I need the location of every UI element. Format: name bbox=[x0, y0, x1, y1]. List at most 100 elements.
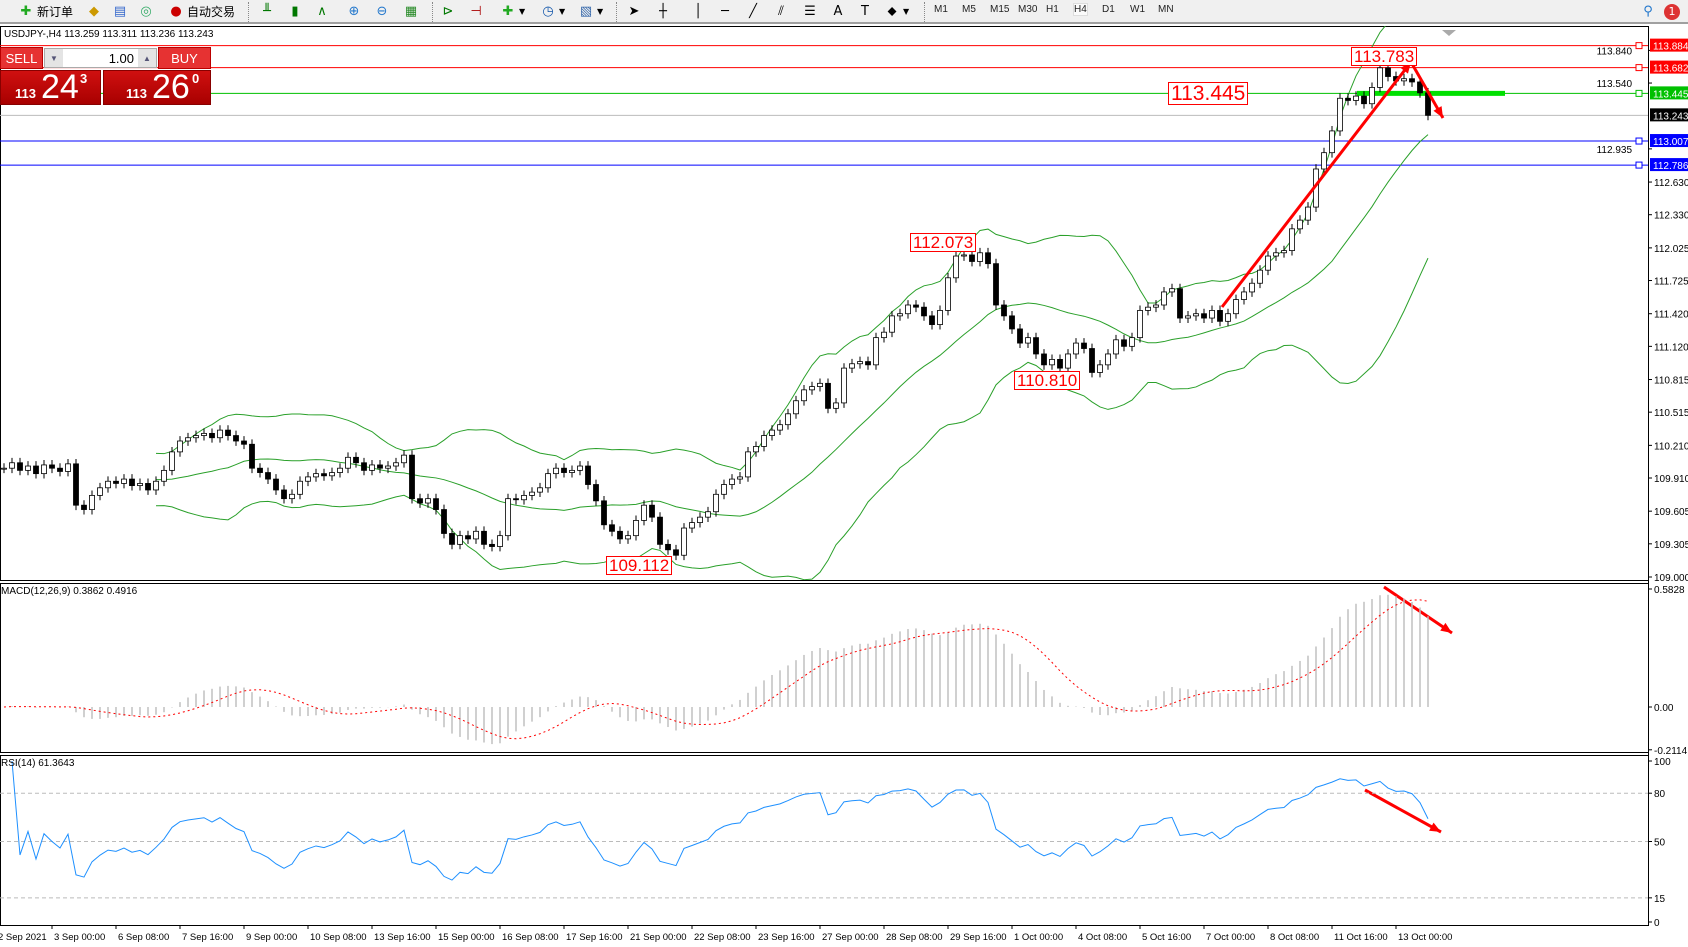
candle bbox=[329, 472, 335, 477]
y-tick-label: 112.935 bbox=[1597, 145, 1633, 156]
auto-trading-button[interactable]: ● 自动交易 bbox=[168, 2, 235, 21]
timeframe-h1[interactable]: H1 bbox=[1046, 4, 1059, 15]
chart-shift-marker bbox=[1442, 30, 1456, 36]
price-annotation[interactable]: 109.112 bbox=[606, 556, 673, 575]
x-tick-label: 3 Sep 00:00 bbox=[54, 932, 105, 943]
sell-button[interactable]: SELL bbox=[0, 47, 43, 69]
candle bbox=[1, 467, 7, 470]
price-annotation[interactable]: 113.783 bbox=[1351, 47, 1418, 66]
candle bbox=[1193, 313, 1199, 317]
crosshair-icon: ┼ bbox=[659, 3, 667, 19]
price-annotation[interactable]: 112.073 bbox=[910, 233, 977, 252]
candlestick-icon: ▮ bbox=[291, 3, 299, 19]
candle bbox=[1137, 310, 1143, 339]
candle bbox=[1233, 299, 1239, 315]
arrows-button[interactable]: ⬥ ▼ bbox=[884, 2, 909, 21]
candle bbox=[385, 465, 391, 469]
candle bbox=[1169, 288, 1175, 293]
timeframe-w1[interactable]: W1 bbox=[1130, 4, 1145, 15]
candle bbox=[593, 484, 599, 502]
search-button[interactable]: ⚲ bbox=[1640, 2, 1656, 21]
new-order-button[interactable]: ✚ 新订单 bbox=[18, 2, 73, 21]
text-label-icon: T bbox=[861, 3, 869, 19]
price-label-box bbox=[1650, 86, 1688, 100]
zoom-in-button[interactable]: ⊕ bbox=[346, 2, 362, 21]
candle bbox=[121, 478, 127, 484]
sell-price-prefix: 113 bbox=[15, 86, 36, 101]
candle bbox=[337, 467, 343, 473]
notification-button[interactable]: 1 bbox=[1664, 2, 1680, 21]
candle bbox=[1001, 304, 1007, 317]
crosshair-button[interactable]: ┼ bbox=[655, 2, 671, 21]
candle bbox=[417, 498, 423, 504]
tile-windows-button[interactable]: ▦ bbox=[403, 2, 419, 21]
candle bbox=[1345, 97, 1351, 101]
horizontal-line-button[interactable]: ─ bbox=[717, 2, 733, 21]
sell-price[interactable]: 113 24 3 bbox=[0, 68, 101, 106]
panel-frame bbox=[0, 26, 1649, 581]
templates-button[interactable]: ▧ ▼ bbox=[578, 2, 603, 21]
macd-tick-label: 0.5828 bbox=[1654, 585, 1685, 596]
candle bbox=[849, 363, 855, 369]
timeframe-m1[interactable]: M1 bbox=[934, 4, 948, 15]
timeframe-mn[interactable]: MN bbox=[1158, 4, 1174, 15]
dropdown-arrow-icon: ▼ bbox=[519, 7, 526, 16]
timeframe-m30[interactable]: M30 bbox=[1018, 4, 1038, 15]
buy-price[interactable]: 113 26 0 bbox=[103, 68, 211, 106]
bar-chart-button[interactable]: ╨ bbox=[259, 2, 275, 21]
fibonacci-icon: ☰ bbox=[804, 3, 816, 19]
price-label: 113.243 bbox=[1653, 111, 1688, 122]
candle bbox=[521, 494, 527, 501]
candle bbox=[217, 429, 223, 439]
candle bbox=[465, 535, 471, 540]
candle bbox=[769, 429, 775, 436]
candle bbox=[617, 530, 623, 540]
price-annotation[interactable]: 113.445 bbox=[1168, 82, 1249, 105]
market-watch-button[interactable]: ◆ bbox=[86, 2, 102, 21]
candle bbox=[1369, 87, 1375, 105]
candle bbox=[1057, 358, 1063, 369]
price-annotation[interactable]: 110.810 bbox=[1014, 371, 1081, 390]
candle bbox=[785, 413, 791, 426]
timeframe-m5[interactable]: M5 bbox=[962, 4, 976, 15]
rsi-tick-label: 80 bbox=[1654, 789, 1666, 800]
rsi-tick-label: 100 bbox=[1654, 757, 1671, 768]
macd-title: MACD(12,26,9) 0.3862 0.4916 bbox=[1, 586, 138, 597]
chart-shift-button[interactable]: ⊣ bbox=[468, 2, 484, 21]
candle bbox=[17, 462, 23, 471]
timeframe-h4[interactable]: H4 bbox=[1073, 3, 1088, 16]
candle bbox=[353, 456, 359, 464]
lot-size-input[interactable]: 1.00 bbox=[108, 50, 134, 66]
candle bbox=[1081, 342, 1087, 349]
line-chart-button[interactable]: ∧ bbox=[314, 2, 330, 21]
timeframe-d1[interactable]: D1 bbox=[1102, 4, 1115, 15]
timeframe-m15[interactable]: M15 bbox=[990, 4, 1010, 15]
periods-button[interactable]: ◷ ▼ bbox=[540, 2, 565, 21]
candle bbox=[985, 252, 991, 265]
candle bbox=[289, 493, 295, 500]
candle bbox=[737, 476, 743, 480]
lot-size-stepper[interactable]: ▼ 1.00 ▲ bbox=[44, 48, 157, 68]
lot-decrease-button[interactable]: ▼ bbox=[45, 49, 63, 67]
text-label-button[interactable]: T bbox=[857, 2, 873, 21]
equidistant-channel-button[interactable]: ⫽ bbox=[773, 2, 789, 21]
lot-increase-button[interactable]: ▲ bbox=[138, 49, 156, 67]
vertical-line-button[interactable]: │ bbox=[690, 2, 706, 21]
zoom-out-button[interactable]: ⊖ bbox=[374, 2, 390, 21]
trendline-button[interactable]: ╱ bbox=[745, 2, 761, 21]
candlestick-button[interactable]: ▮ bbox=[287, 2, 303, 21]
buy-button[interactable]: BUY bbox=[158, 47, 211, 69]
signals-button[interactable]: ◎ bbox=[138, 2, 154, 21]
cursor-button[interactable]: ➤ bbox=[626, 2, 642, 21]
candle bbox=[57, 467, 63, 472]
auto-scroll-button[interactable]: ⊳ bbox=[440, 2, 456, 21]
navigator-button[interactable]: ▤ bbox=[112, 2, 128, 21]
indicators-button[interactable]: ✚ ▼ bbox=[500, 2, 526, 21]
candle bbox=[601, 500, 607, 526]
macd-tick-label: -0.2114 bbox=[1654, 746, 1688, 757]
fibonacci-button[interactable]: ☰ bbox=[802, 2, 818, 21]
navigator-icon: ▤ bbox=[113, 3, 127, 19]
text-button[interactable]: A bbox=[830, 2, 846, 21]
candle bbox=[33, 465, 39, 475]
